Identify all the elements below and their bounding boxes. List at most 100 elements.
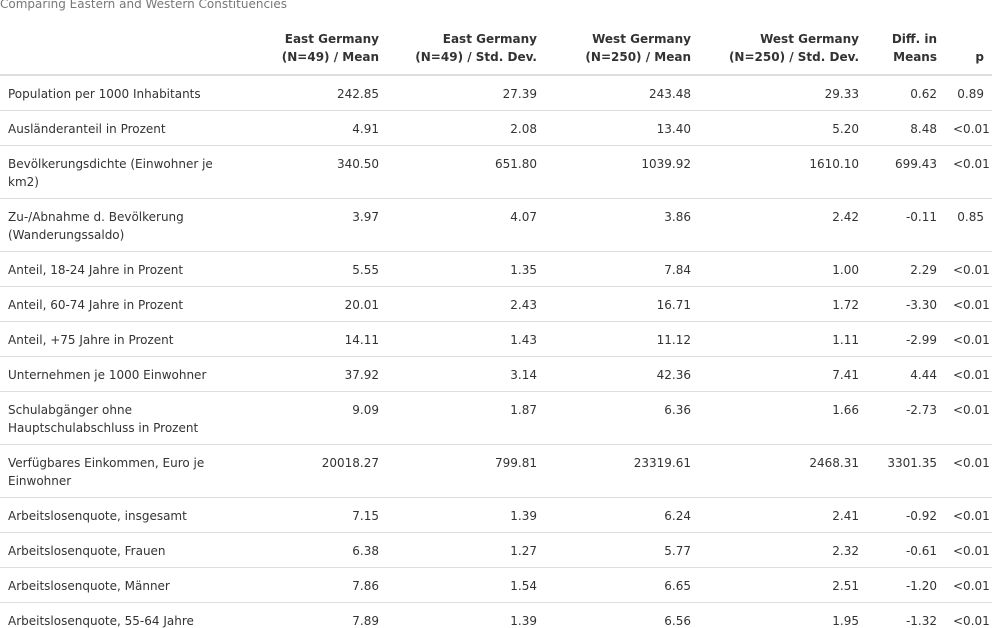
cell-row-label: Anteil, 18-24 Jahre in Prozent [0,251,228,287]
cell-row-label: Arbeitslosenquote, Frauen [0,532,228,568]
cell-west-sd: 2.41 [699,497,867,533]
cell-west-mean: 6.65 [545,567,699,603]
cell-diff-in-means: 4.44 [867,356,945,392]
cell-west-sd: 1.72 [699,286,867,322]
cell-east-sd: 1.35 [387,251,545,287]
cell-p-value: <0.01 [945,251,992,287]
cell-west-sd: 1.00 [699,251,867,287]
cell-p-value: <0.01 [945,602,992,628]
table-row: Schulabgänger ohne Hauptschulabschluss i… [0,391,992,445]
header-cell-east-sd: East Germany (N=49) / Std. Dev. [387,20,545,76]
table-row: Bevölkerungsdichte (Einwohner je km2) 340… [0,145,992,199]
table-row: Ausländeranteil in Prozent 4.91 2.08 13.40 5… [0,110,992,146]
cell-west-mean: 6.36 [545,391,699,445]
header-cell-diff-in-means: Diff. in Means [867,20,945,76]
table-row: Zu-/Abnahme d. Bevölkerung (Wanderungssa… [0,198,992,252]
cell-west-mean: 243.48 [649,87,691,101]
cell-east-mean: 242.85 [337,87,379,101]
table-row: Arbeitslosenquote, 55-64 Jahre 7.89 1.39 6.… [0,602,992,628]
cell-west-mean: 6.56 [545,602,699,628]
cell-p-value: 0.89 [957,87,984,101]
table-caption: Comparing Eastern and Western Constituen… [0,0,288,11]
cell-diff-in-means: 8.48 [867,110,945,146]
table-row: Anteil, 18-24 Jahre in Prozent 5.55 1.35 7.… [0,251,992,287]
cell-p-value: <0.01 [945,391,992,445]
cell-east-sd: 1.87 [387,391,545,445]
cell-west-sd: 2.42 [699,198,867,252]
cell-west-sd: 1.66 [699,391,867,445]
header-cell-west-mean: West Germany (N=250) / Mean [545,20,699,76]
cell-east-mean: 340.50 [228,145,387,199]
table-row: Anteil, 60-74 Jahre in Prozent 20.01 2.43 1… [0,286,992,322]
cell-p-value: <0.01 [945,321,992,357]
cell-west-sd: 7.41 [699,356,867,392]
cell-row-label: Arbeitslosenquote, Männer [0,567,228,603]
cell-west-mean: 6.24 [545,497,699,533]
header-cell-p: p [945,20,992,76]
cell-p-value: <0.01 [945,444,992,498]
cell-row-label: Arbeitslosenquote, 55-64 Jahre [0,602,228,628]
cell-west-sd: 29.33 [824,87,859,101]
table-row: Arbeitslosenquote, Männer 7.86 1.54 6.65 2.5… [0,567,992,603]
cell-west-mean: 1039.92 [545,145,699,199]
cell-west-mean: 7.84 [545,251,699,287]
cell-p-value: <0.01 [945,110,992,146]
cell-diff-in-means: -0.11 [867,198,945,252]
cell-p-value: <0.01 [945,532,992,568]
cell-row-label: Zu-/Abnahme d. Bevölkerung (Wanderungssa… [0,198,228,252]
table-row: Anteil, +75 Jahre in Prozent 14.11 1.43 11.… [0,321,992,357]
cell-p-value: <0.01 [945,356,992,392]
cell-east-mean: 6.38 [228,532,387,568]
header-cell-east-mean: East Germany (N=49) / Mean [228,20,387,76]
header-cell-west-sd: West Germany (N=250) / Std. Dev. [699,20,867,76]
cell-east-sd: 3.14 [387,356,545,392]
table-header: East Germany (N=49) / Mean East Germany … [0,20,992,76]
cell-west-sd: 2.32 [699,532,867,568]
cell-east-mean: 4.91 [228,110,387,146]
cell-east-mean: 7.15 [228,497,387,533]
table-row: Verfügbares Einkommen, Euro je Einwohner… [0,444,992,498]
cell-east-mean: 37.92 [228,356,387,392]
cell-p-value: <0.01 [945,145,992,199]
table-body: Population per 1000 Inhabitants 242.85 27.… [0,75,992,628]
cell-west-sd: 1.95 [699,602,867,628]
cell-west-mean: 23319.61 [545,444,699,498]
cell-row-label: Verfügbares Einkommen, Euro je Einwohner [0,444,228,498]
cell-diff-in-means: -2.73 [867,391,945,445]
cell-west-sd: 2468.31 [699,444,867,498]
cell-row-label: Bevölkerungsdichte (Einwohner je km2) [0,145,228,199]
cell-west-sd: 5.20 [699,110,867,146]
cell-diff-in-means: -1.32 [867,602,945,628]
cell-west-mean: 42.36 [545,356,699,392]
cell-east-sd: 27.39 [502,87,537,101]
cell-east-mean: 9.09 [228,391,387,445]
cell-p-value: <0.01 [945,286,992,322]
cell-diff-in-means: -0.61 [867,532,945,568]
cell-west-mean: 3.86 [545,198,699,252]
cell-diff-in-means: 0.62 [910,87,937,101]
cell-east-sd: 799.81 [387,444,545,498]
cell-diff-in-means: -3.30 [867,286,945,322]
cell-p-value: <0.01 [945,567,992,603]
cell-west-mean: 11.12 [545,321,699,357]
cell-diff-in-means: -2.99 [867,321,945,357]
summary-statistics-table: East Germany (N=49) / Mean East Germany … [0,20,992,628]
header-cell-label [0,20,228,76]
cell-west-sd: 2.51 [699,567,867,603]
header-row: East Germany (N=49) / Mean East Germany … [0,20,992,76]
cell-east-mean: 20.01 [228,286,387,322]
cell-east-mean: 14.11 [228,321,387,357]
table-row: Arbeitslosenquote, Frauen 6.38 1.27 5.77 2.3… [0,532,992,568]
cell-west-sd: 1.11 [699,321,867,357]
cell-east-sd: 2.43 [387,286,545,322]
table-row: Unternehmen je 1000 Einwohner 37.92 3.14 42… [0,356,992,392]
cell-row-label: Anteil, +75 Jahre in Prozent [0,321,228,357]
cell-east-sd: 1.27 [387,532,545,568]
cell-west-mean: 16.71 [545,286,699,322]
cell-east-sd: 1.39 [387,602,545,628]
cell-row-label: Population per 1000 Inhabitants [8,87,201,101]
table-row: Arbeitslosenquote, insgesamt 7.15 1.39 6.24… [0,497,992,533]
cell-east-mean: 7.86 [228,567,387,603]
cell-east-sd: 651.80 [387,145,545,199]
